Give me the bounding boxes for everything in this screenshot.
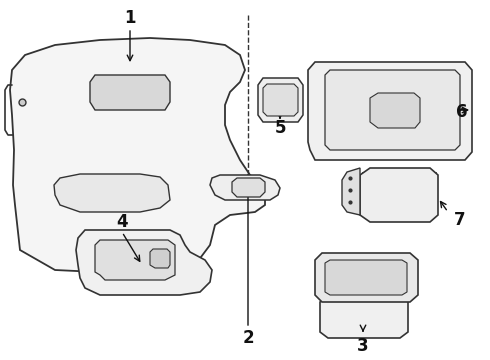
Polygon shape [258, 78, 303, 122]
Polygon shape [90, 75, 170, 110]
Polygon shape [325, 70, 460, 150]
Polygon shape [10, 38, 265, 275]
Polygon shape [315, 253, 418, 302]
Polygon shape [76, 230, 212, 295]
Polygon shape [325, 260, 407, 295]
Polygon shape [320, 296, 408, 338]
Text: 6: 6 [456, 103, 468, 121]
Text: 4: 4 [116, 213, 128, 231]
Text: 1: 1 [124, 9, 136, 27]
Polygon shape [263, 84, 298, 116]
Text: 5: 5 [274, 119, 286, 137]
Polygon shape [232, 178, 265, 197]
Polygon shape [54, 174, 170, 212]
Polygon shape [210, 175, 280, 200]
Polygon shape [360, 168, 438, 222]
Polygon shape [342, 168, 360, 215]
Text: 2: 2 [242, 329, 254, 347]
Text: 3: 3 [357, 337, 369, 355]
Text: 7: 7 [454, 211, 466, 229]
Polygon shape [95, 240, 175, 280]
Polygon shape [150, 249, 170, 268]
Polygon shape [308, 62, 472, 160]
Polygon shape [370, 93, 420, 128]
